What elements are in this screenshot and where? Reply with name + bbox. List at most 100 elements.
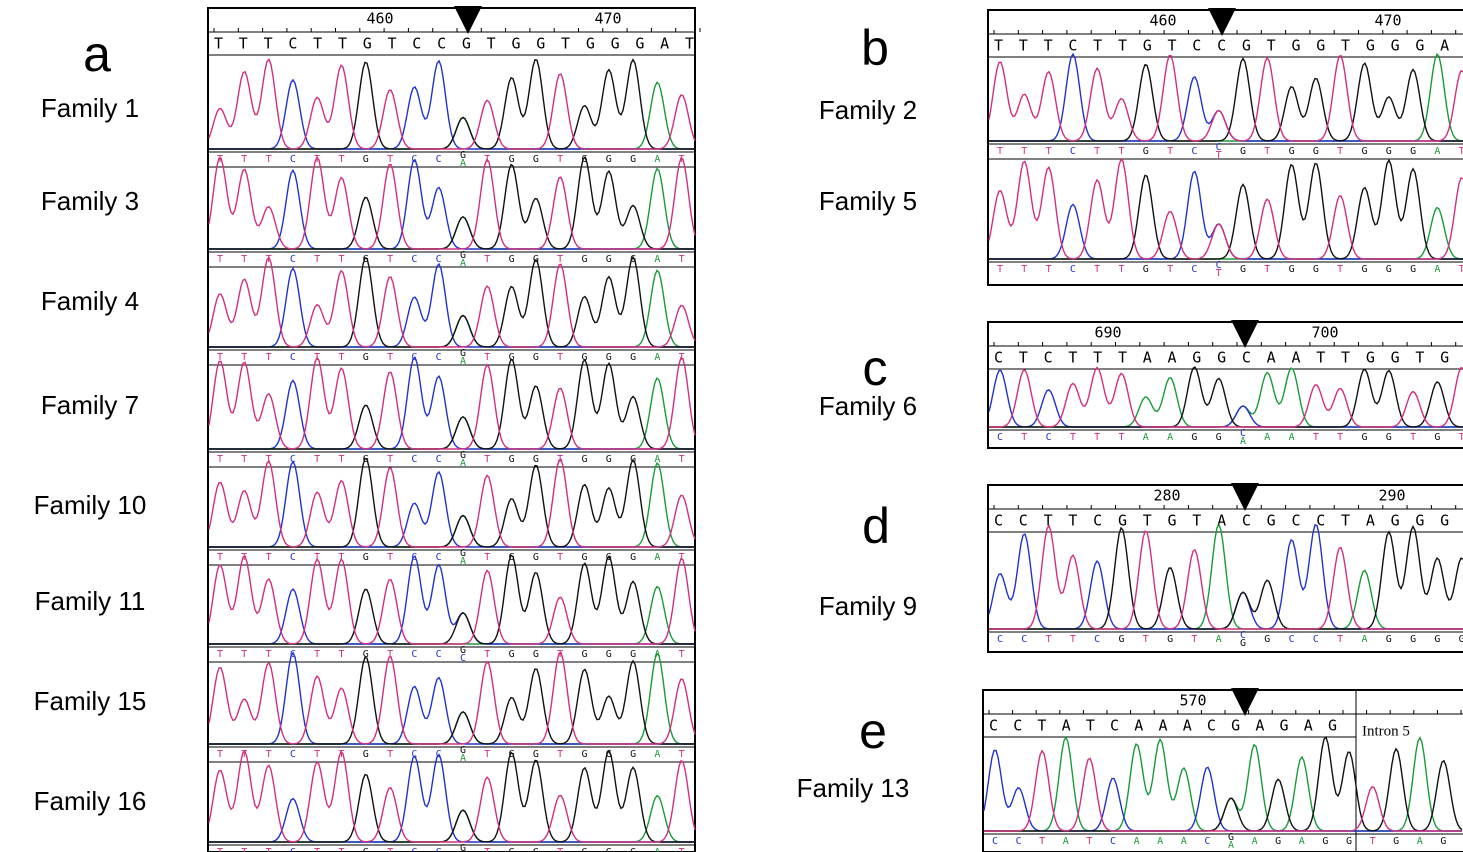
base-call: A (654, 154, 660, 165)
base-call: C (290, 454, 296, 465)
reference-sequence: TTTCTTGTCCGTGGTGGGAT (214, 35, 694, 53)
position-number: 470 (594, 10, 621, 28)
base-call: C (290, 749, 296, 760)
base-call: G (460, 150, 466, 161)
base-call: T (217, 154, 223, 165)
base-call: G (363, 254, 369, 265)
base-call: G (1167, 634, 1173, 645)
base-call: G (606, 352, 612, 363)
trace-G (989, 524, 1463, 630)
base-call: T (217, 352, 223, 363)
base-call: T (266, 847, 272, 852)
base-call: C (997, 634, 1003, 645)
base-call: T (557, 847, 563, 852)
base-call: T (241, 254, 247, 265)
trace-C (989, 52, 1463, 142)
base-call: T (1313, 432, 1319, 443)
base-call: T (1046, 146, 1052, 157)
mutation-arrow (1231, 320, 1259, 348)
trace-T (208, 555, 696, 645)
base-call: T (314, 847, 320, 852)
base-call: C (411, 749, 417, 760)
base-call: G (533, 749, 539, 760)
panel-letter: a (83, 26, 111, 82)
base-call: G (1275, 836, 1281, 847)
base-call: T (266, 454, 272, 465)
base-call: T (266, 649, 272, 660)
trace-T (208, 458, 696, 548)
base-call: G (1240, 146, 1246, 157)
trace-C (209, 554, 695, 645)
base-call: T (338, 454, 344, 465)
base-call: T (217, 254, 223, 265)
base-call: G (509, 454, 515, 465)
base-call: G (630, 649, 636, 660)
base-call: G (581, 154, 587, 165)
base-call: T (1046, 634, 1052, 645)
base-call: C (1204, 836, 1210, 847)
base-call: G (606, 749, 612, 760)
base-call: T (314, 649, 320, 660)
base-call: T (1021, 432, 1027, 443)
base-call: G (1361, 146, 1367, 157)
position-number: 460 (366, 10, 393, 28)
intron-label: Intron 5 (1362, 723, 1410, 739)
base-call: G (460, 348, 466, 359)
base-call: C (1191, 146, 1197, 157)
base-call: G (1289, 146, 1295, 157)
base-call: T (679, 154, 685, 165)
base-call: T (1086, 836, 1092, 847)
family-label: Family 3 (41, 186, 139, 216)
base-call: A (654, 749, 660, 760)
base-call: T (338, 352, 344, 363)
base-call: C (290, 649, 296, 660)
base-call: G (606, 847, 612, 852)
base-call: T (679, 749, 685, 760)
base-call: A (460, 258, 466, 269)
base-call: T (217, 649, 223, 660)
base-call: T (1143, 634, 1149, 645)
base-call: T (266, 749, 272, 760)
base-call: C (436, 352, 442, 363)
base-call: T (1046, 264, 1052, 275)
base-call: A (460, 753, 466, 764)
base-call: G (581, 749, 587, 760)
base-call: A (1434, 146, 1440, 157)
family-label: Family 2 (819, 95, 917, 125)
base-call: G (460, 843, 466, 852)
position-number: 290 (1378, 487, 1405, 505)
base-call: T (314, 254, 320, 265)
family-label: Family 4 (41, 286, 139, 316)
base-call: G (606, 254, 612, 265)
base-call: A (1181, 836, 1187, 847)
base-call: T (679, 552, 685, 563)
trace-G (984, 736, 1463, 832)
base-call: G (1361, 264, 1367, 275)
base-call: G (363, 352, 369, 363)
panel-letter: e (859, 703, 887, 759)
base-call: A (1157, 836, 1163, 847)
trace-T (208, 155, 696, 250)
base-call: T (338, 154, 344, 165)
base-call: C (436, 847, 442, 852)
base-call: C (1094, 634, 1100, 645)
base-call: T (1337, 634, 1343, 645)
base-call: G (363, 154, 369, 165)
base-call: T (241, 154, 247, 165)
base-call: G (581, 847, 587, 852)
base-call: C (1313, 634, 1319, 645)
base-call: G (533, 254, 539, 265)
panel-frame (982, 689, 1463, 852)
base-call: T (557, 649, 563, 660)
base-call: G (1386, 634, 1392, 645)
base-call: A (1434, 264, 1440, 275)
base-call: C (290, 847, 296, 852)
base-call: T (314, 154, 320, 165)
base-call: T (241, 352, 247, 363)
base-call: C (411, 552, 417, 563)
base-call: T (241, 649, 247, 660)
base-call: T (1216, 268, 1222, 279)
trace-C (209, 158, 695, 250)
base-call: A (654, 847, 660, 852)
base-call: T (484, 749, 490, 760)
